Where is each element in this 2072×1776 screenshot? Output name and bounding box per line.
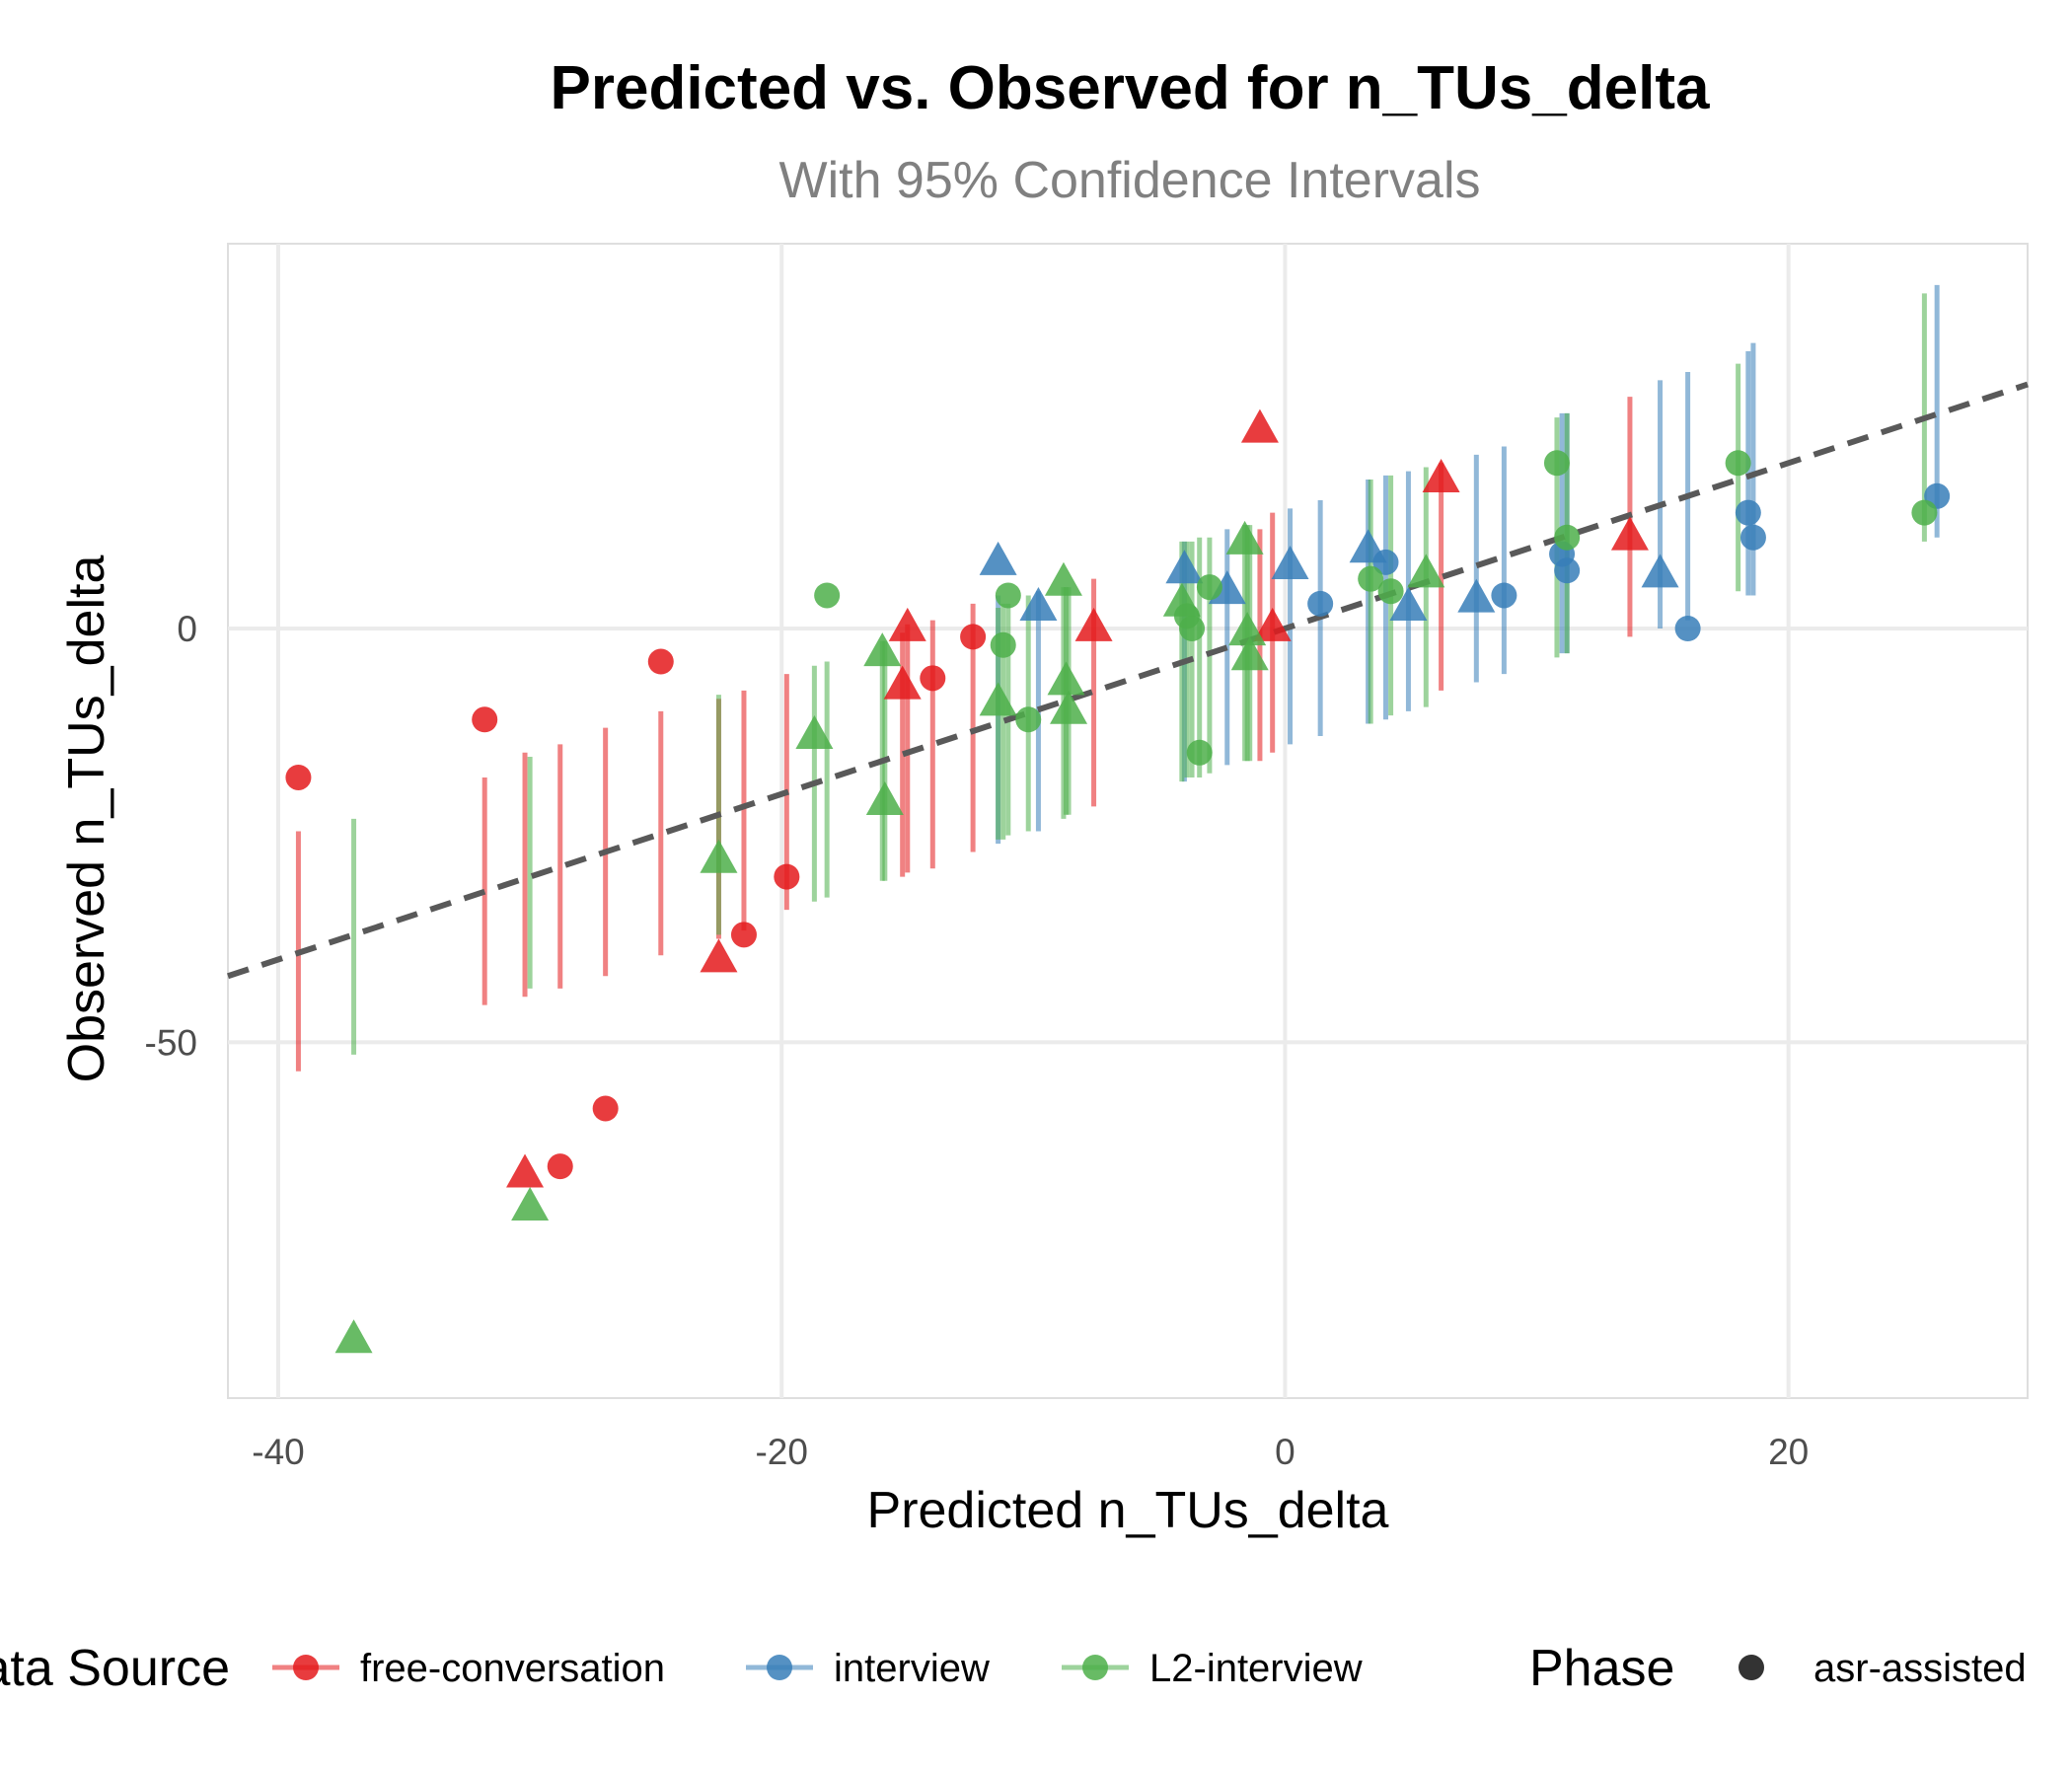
data-point-triangle (1271, 546, 1309, 580)
x-tick-label: 0 (1275, 1432, 1295, 1472)
data-point (774, 863, 800, 890)
x-axis-title: Predicted n_TUs_delta (867, 1482, 1389, 1539)
data-point-triangle (506, 1153, 545, 1188)
legend-label: free-conversation (360, 1647, 665, 1690)
axis-tick-labels: -40 -20 0 20 -50 0 (145, 609, 1810, 1472)
x-tick-label: -20 (755, 1432, 807, 1472)
data-point (547, 1153, 573, 1180)
data-point (1196, 574, 1222, 601)
data-point (592, 1095, 619, 1122)
data-point-triangle (1407, 554, 1445, 588)
data-point-triangle (979, 541, 1017, 575)
data-point (1543, 450, 1570, 477)
data-point-triangle (1019, 586, 1058, 621)
data-point (1725, 450, 1751, 477)
reference-line (227, 381, 2029, 980)
data-point-triangle (1457, 578, 1496, 613)
data-point-triangle (795, 714, 834, 749)
data-point-triangle (863, 632, 902, 667)
data-point (814, 582, 841, 609)
data-point-triangle (1044, 561, 1082, 596)
legend-title-shape: Phase (1529, 1640, 1674, 1697)
grid-lines (228, 244, 2028, 1398)
data-point (1377, 578, 1404, 605)
data-point (995, 582, 1021, 609)
legend-key-point (767, 1655, 792, 1680)
data-point (1372, 549, 1399, 575)
data-point (920, 665, 946, 692)
data-point-triangle (1047, 661, 1085, 696)
legend-label: asr-assisted (1813, 1647, 2027, 1690)
y-tick-label: -50 (145, 1022, 197, 1063)
data-point (990, 631, 1016, 658)
data-point-triangle (888, 607, 926, 641)
data-point-triangle (1050, 690, 1088, 724)
data-point (1739, 524, 1766, 551)
data-point (1015, 706, 1042, 733)
y-axis-title: Observed n_TUs_delta (58, 555, 115, 1083)
data-point (1911, 499, 1938, 526)
data-point (1358, 565, 1384, 592)
data-point (1735, 499, 1761, 526)
legend-key-point (293, 1655, 319, 1680)
data-point-triangle (1074, 607, 1113, 641)
data-point (1674, 616, 1701, 641)
data-point-triangle (1230, 636, 1269, 671)
data-point-triangle (700, 938, 738, 973)
chart-subtitle: With 95% Confidence Intervals (778, 152, 1480, 209)
data-point-triangle (1228, 612, 1267, 646)
legend-label: L2-interview (1149, 1647, 1363, 1690)
data-point-triangle (979, 682, 1017, 716)
data-point-triangle (1225, 520, 1264, 555)
data-point-triangle (1610, 516, 1649, 551)
data-point (1179, 616, 1206, 641)
data-point (647, 648, 674, 675)
x-tick-label: -40 (252, 1432, 304, 1472)
y-tick-label: 0 (177, 609, 197, 649)
data-point (285, 764, 312, 790)
plot-panel (227, 243, 2029, 1399)
data-point-triangle (883, 665, 922, 700)
legend-title-color: Data Source (0, 1640, 230, 1697)
legend-label: interview (834, 1647, 990, 1690)
legend-key-point (1082, 1655, 1108, 1680)
data-point (1186, 739, 1213, 766)
data-point-triangle (1240, 408, 1279, 443)
data-point (1554, 557, 1581, 584)
data-point (730, 922, 757, 948)
data-point-triangle (1165, 550, 1204, 584)
data-point-triangle (1253, 607, 1292, 641)
data-point (1491, 582, 1517, 609)
x-tick-label: 20 (1768, 1432, 1809, 1472)
data-point-triangle (511, 1187, 550, 1221)
data-point (1554, 524, 1581, 551)
data-points (285, 408, 1951, 1354)
data-point-triangle (1422, 458, 1460, 492)
legend-shape-key (1739, 1655, 1764, 1680)
data-point-triangle (1641, 554, 1679, 588)
data-point (1307, 590, 1334, 617)
reference-line-group (227, 381, 2029, 980)
data-point-triangle (865, 781, 904, 816)
data-point-triangle (1389, 586, 1428, 621)
legend: Data Source free-conversation interview L2-… (0, 1640, 2027, 1697)
confidence-intervals (295, 284, 1940, 1072)
data-point-triangle (334, 1319, 373, 1354)
chart-title: Predicted vs. Observed for n_TUs_delta (551, 54, 1710, 122)
data-point-triangle (700, 839, 738, 873)
data-point (960, 624, 987, 650)
data-point (472, 706, 498, 733)
